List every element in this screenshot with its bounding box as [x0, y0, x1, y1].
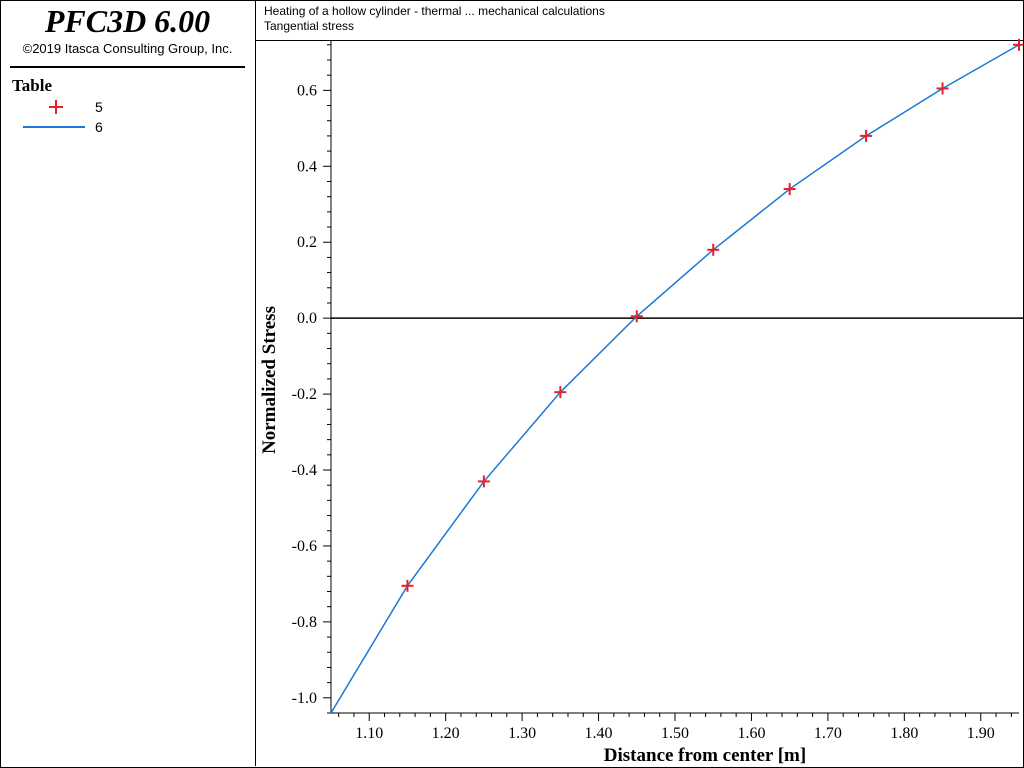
x-tick-label: 1.30	[508, 725, 536, 742]
legend-item-5: 5	[0, 98, 250, 118]
plot-title: Heating of a hollow cylinder - thermal .…	[264, 4, 605, 18]
x-tick-label: 1.40	[585, 725, 613, 742]
y-tick-label: 0.4	[297, 158, 317, 175]
data-point-5	[783, 183, 796, 196]
x-tick-label: 1.80	[890, 725, 918, 742]
line-swatch-icon	[23, 126, 85, 128]
y-axis-title: Normalized Stress	[259, 306, 280, 454]
y-tick-label: -1.0	[292, 690, 317, 707]
y-tick-label: 0.0	[297, 310, 317, 327]
x-tick-label: 1.50	[661, 725, 689, 742]
x-tick-label: 1.10	[355, 725, 383, 742]
y-tick-label: 0.2	[297, 234, 317, 251]
legend-label: 5	[95, 99, 103, 115]
data-point-5	[707, 243, 720, 256]
y-tick-label: -0.4	[292, 462, 317, 479]
legend-heading: Table	[12, 76, 53, 95]
legend-label: 6	[95, 119, 103, 135]
copyright-text: ©2019 Itasca Consulting Group, Inc.	[22, 41, 233, 56]
x-tick-label: 1.90	[967, 725, 995, 742]
x-tick-label: 1.70	[814, 725, 842, 742]
plot-header: Heating of a hollow cylinder - thermal .…	[256, 0, 1023, 41]
y-tick-label: -0.2	[292, 386, 317, 403]
data-point-5	[936, 82, 949, 95]
legend-item-6: 6	[0, 118, 250, 138]
data-point-5	[477, 475, 490, 488]
data-point-5	[554, 386, 567, 399]
title-divider	[10, 66, 245, 68]
data-point-5	[1013, 38, 1023, 51]
plus-marker-icon	[49, 100, 63, 114]
data-point-5	[630, 310, 643, 323]
series-line-6	[330, 44, 1020, 714]
legend-panel: PFC3D 6.00 ©2019 Itasca Consulting Group…	[0, 0, 256, 766]
app-title: PFC3D 6.00	[44, 3, 211, 39]
x-axis-title: Distance from center [m]	[604, 745, 806, 766]
data-point-5	[860, 129, 873, 142]
x-tick-label: 1.60	[737, 725, 765, 742]
y-tick-label: 0.6	[297, 82, 317, 99]
x-tick-label: 1.20	[432, 725, 460, 742]
stress-chart: -1.0 -0.8 -0.6 -0.4 -0.2 0.0 0.2 0.4 0.6 1.10 1.20…	[259, 38, 1023, 766]
y-tick-label: -0.6	[292, 538, 317, 555]
plot-subtitle: Tangential stress	[264, 19, 355, 33]
plot-panel: Heating of a hollow cylinder - thermal .…	[256, 0, 1023, 766]
data-point-5	[401, 579, 414, 592]
y-tick-label: -0.8	[292, 614, 317, 631]
